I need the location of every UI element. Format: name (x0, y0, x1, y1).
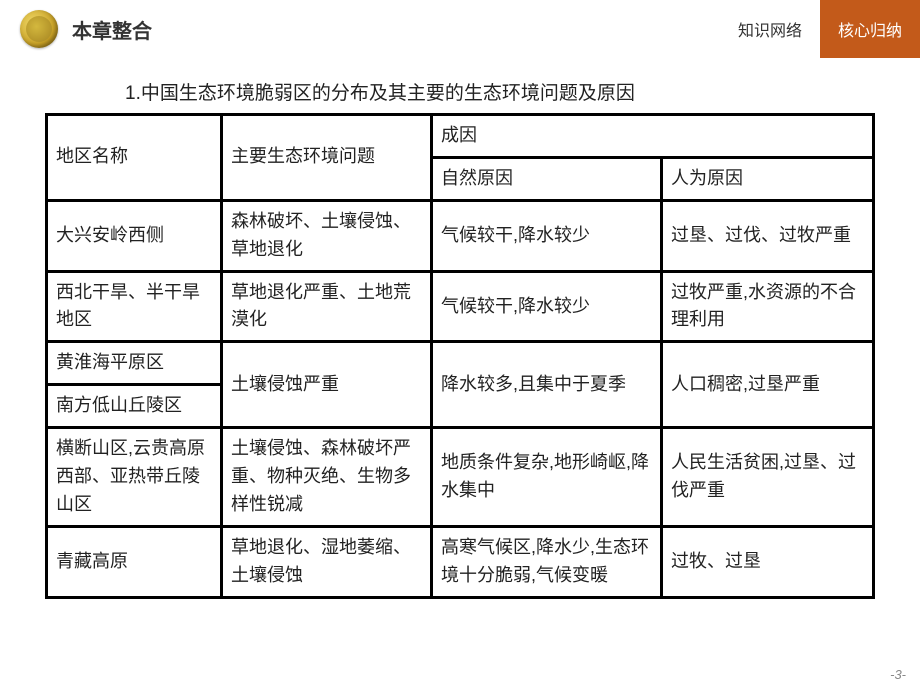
header-region: 地区名称 (47, 115, 222, 201)
cell-human: 过垦、过伐、过牧严重 (662, 200, 874, 271)
cell-problem: 土壤侵蚀严重 (222, 342, 432, 428)
cell-problem: 森林破坏、土壤侵蚀、草地退化 (222, 200, 432, 271)
header-natural: 自然原因 (432, 157, 662, 200)
header-problem: 主要生态环境问题 (222, 115, 432, 201)
table-row: 青藏高原 草地退化、湿地萎缩、土壤侵蚀 高寒气候区,降水少,生态环境十分脆弱,气… (47, 526, 874, 597)
cell-natural: 气候较干,降水较少 (432, 200, 662, 271)
cell-natural: 降水较多,且集中于夏季 (432, 342, 662, 428)
page-number: -3- (890, 667, 906, 682)
cell-problem: 草地退化严重、土地荒漠化 (222, 271, 432, 342)
cell-natural: 高寒气候区,降水少,生态环境十分脆弱,气候变暖 (432, 526, 662, 597)
content: 1.中国生态环境脆弱区的分布及其主要的生态环境问题及原因 地区名称 主要生态环境… (0, 58, 920, 599)
table-row: 横断山区,云贵高原西部、亚热带丘陵山区 土壤侵蚀、森林破坏严重、物种灭绝、生物多… (47, 428, 874, 527)
cell-natural: 气候较干,降水较少 (432, 271, 662, 342)
cell-human: 人民生活贫困,过垦、过伐严重 (662, 428, 874, 527)
section-title: 1.中国生态环境脆弱区的分布及其主要的生态环境问题及原因 (125, 78, 875, 105)
cell-region: 横断山区,云贵高原西部、亚热带丘陵山区 (47, 428, 222, 527)
table-header-row-1: 地区名称 主要生态环境问题 成因 (47, 115, 874, 158)
cell-region: 西北干旱、半干旱地区 (47, 271, 222, 342)
tab-knowledge-network[interactable]: 知识网络 (720, 0, 820, 58)
header-cause: 成因 (432, 115, 874, 158)
eco-table: 地区名称 主要生态环境问题 成因 自然原因 人为原因 大兴安岭西侧 森林破坏、土… (45, 113, 875, 599)
cell-problem: 土壤侵蚀、森林破坏严重、物种灭绝、生物多样性锐减 (222, 428, 432, 527)
header: 本章整合 知识网络 核心归纳 (0, 0, 920, 58)
logo-icon (20, 10, 58, 48)
cell-region: 黄淮海平原区 (47, 342, 222, 385)
chapter-title: 本章整合 (72, 15, 152, 44)
cell-region: 大兴安岭西侧 (47, 200, 222, 271)
cell-human: 过牧严重,水资源的不合理利用 (662, 271, 874, 342)
tabs: 知识网络 核心归纳 (720, 0, 920, 58)
cell-problem: 草地退化、湿地萎缩、土壤侵蚀 (222, 526, 432, 597)
cell-natural: 地质条件复杂,地形崎岖,降水集中 (432, 428, 662, 527)
tab-core-summary[interactable]: 核心归纳 (820, 0, 920, 58)
table-row: 大兴安岭西侧 森林破坏、土壤侵蚀、草地退化 气候较干,降水较少 过垦、过伐、过牧… (47, 200, 874, 271)
table-row: 黄淮海平原区 土壤侵蚀严重 降水较多,且集中于夏季 人口稠密,过垦严重 (47, 342, 874, 385)
table-row: 西北干旱、半干旱地区 草地退化严重、土地荒漠化 气候较干,降水较少 过牧严重,水… (47, 271, 874, 342)
cell-region: 青藏高原 (47, 526, 222, 597)
header-human: 人为原因 (662, 157, 874, 200)
cell-region: 南方低山丘陵区 (47, 385, 222, 428)
cell-human: 过牧、过垦 (662, 526, 874, 597)
cell-human: 人口稠密,过垦严重 (662, 342, 874, 428)
